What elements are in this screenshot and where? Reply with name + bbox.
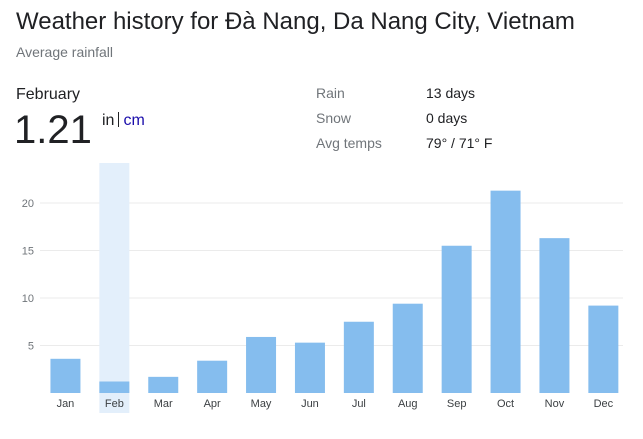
stat-row-snow: Snow 0 days: [316, 105, 492, 130]
stat-label: Avg temps: [316, 134, 382, 151]
bar-jul[interactable]: [343, 321, 374, 393]
bar-jun[interactable]: [294, 342, 325, 393]
bar-jan[interactable]: [50, 358, 81, 393]
bar-oct[interactable]: [490, 190, 521, 393]
stat-label: Snow: [316, 109, 352, 126]
stat-value: 0 days: [426, 109, 468, 126]
x-tick-label: May: [251, 398, 272, 410]
stat-value: 13 days: [426, 84, 476, 101]
stat-row-avg-temps: Avg temps 79° / 71° F: [316, 130, 492, 155]
x-tick-label: Oct: [497, 398, 514, 410]
chart-subtitle: Average rainfall: [16, 44, 114, 60]
x-tick-label: Dec: [594, 398, 614, 410]
selected-rainfall-value: 1.21: [14, 108, 92, 152]
bar-dec[interactable]: [588, 305, 619, 393]
bar-mar[interactable]: [148, 376, 179, 393]
x-tick-label: Sep: [447, 398, 467, 410]
x-tick-label: Jul: [352, 398, 366, 410]
x-tick-label: Aug: [398, 398, 418, 410]
unit-divider: [118, 112, 120, 127]
bar-may[interactable]: [246, 336, 277, 393]
x-tick-label: Nov: [545, 398, 565, 410]
y-tick-label: 10: [22, 293, 34, 305]
unit-inches-option[interactable]: in: [102, 112, 115, 129]
x-tick-label: Mar: [154, 398, 173, 410]
stat-label: Rain: [316, 84, 345, 101]
stat-value: 79° / 71° F: [426, 134, 493, 151]
unit-toggle: in cm: [102, 112, 145, 130]
x-tick-label: Feb: [105, 398, 124, 410]
stat-row-rain: Rain 13 days: [316, 80, 492, 105]
bar-apr[interactable]: [197, 360, 228, 393]
selected-month-highlight: [99, 163, 130, 413]
y-tick-label: 15: [22, 246, 34, 258]
y-tick-label: 5: [28, 341, 34, 353]
x-tick-label: Apr: [204, 398, 221, 410]
bar-aug[interactable]: [392, 303, 423, 393]
y-tick-label: 20: [22, 198, 34, 210]
unit-cm-option[interactable]: cm: [123, 112, 145, 129]
x-tick-label: Jan: [57, 398, 75, 410]
month-stats: Rain 13 days Snow 0 days Avg temps 79° /…: [316, 80, 492, 155]
page-title: Weather history for Đà Nang, Da Nang Cit…: [16, 8, 575, 35]
rainfall-bar-chart: 5 10 15 20 Jan Feb Mar Apr May Jun Jul Aug Sep Oct Nov…: [22, 163, 623, 413]
bar-sep[interactable]: [441, 245, 472, 393]
bar-feb[interactable]: [99, 381, 130, 393]
selected-month: February: [16, 86, 81, 103]
x-tick-label: Jun: [301, 398, 319, 410]
bar-nov[interactable]: [539, 238, 570, 393]
